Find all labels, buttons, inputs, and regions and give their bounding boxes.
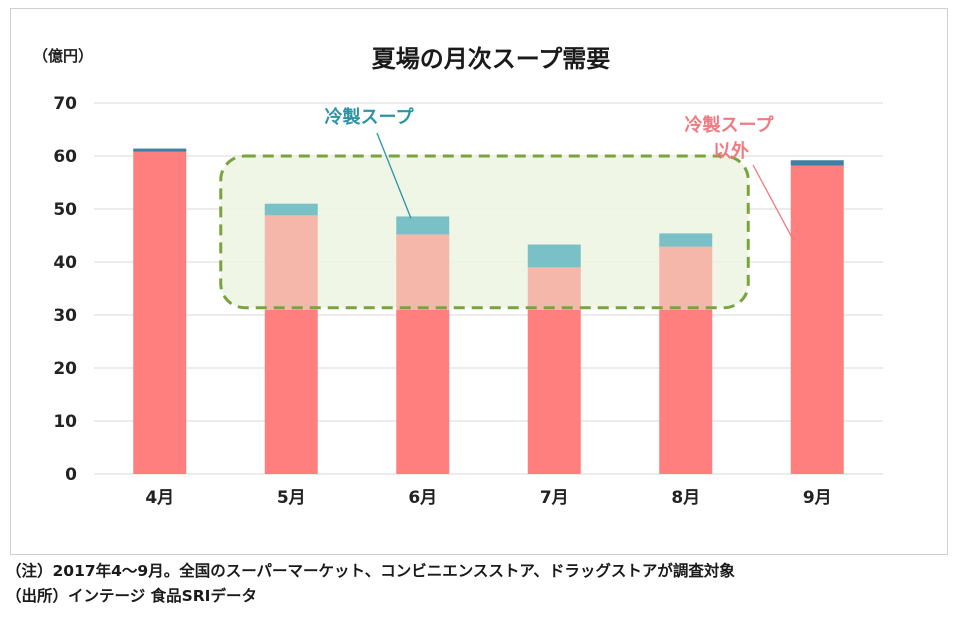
tick-layer: 0 10 20 30 40 50 60 70 4月 5月 6月 7月 8月 9月 [53, 94, 831, 508]
y-axis-unit: （億円） [33, 47, 93, 65]
bar-other [790, 165, 844, 475]
x-tick-label: 6月 [408, 488, 437, 508]
footnote-note: （注）2017年4～9月。全国のスーパーマーケット、コンビニエンスストア、ドラッ… [6, 562, 735, 580]
bar-cold [264, 203, 318, 216]
y-tick-label: 0 [65, 465, 77, 485]
x-tick-label: 9月 [803, 488, 832, 508]
highlight-border [219, 154, 750, 310]
bar-cold [659, 233, 713, 247]
chart-title: 夏場の月次スープ需要 [372, 45, 611, 73]
y-tick-label: 70 [53, 94, 77, 114]
x-tick-label: 8月 [671, 488, 700, 508]
annotation-cold-soup: 冷製スープ [325, 106, 415, 128]
y-tick-label: 40 [53, 253, 77, 273]
y-tick-label: 10 [53, 412, 77, 432]
x-tick-label: 4月 [145, 488, 174, 508]
annotation-other-line2: 以外 [713, 140, 749, 162]
x-tick-label: 7月 [540, 488, 569, 508]
leader-cold-soup [376, 132, 412, 219]
bar-cold [527, 244, 581, 268]
annotation-other-line1: 冷製スープ [685, 114, 775, 136]
y-tick-label: 50 [53, 200, 77, 220]
chart-frame: 0 10 20 30 40 50 60 70 4月 5月 6月 7月 8月 9月 冷製スープ 冷製スープ以外… [10, 8, 948, 555]
bar-other-highlight [264, 215, 318, 310]
bar-other [133, 151, 187, 474]
highlight-region [220, 156, 749, 308]
chart-svg: 0 10 20 30 40 50 60 70 4月 5月 6月 7月 8月 9月 冷製スープ 冷製スープ以外… [33, 45, 883, 508]
bar-other [659, 309, 713, 474]
bar-layer [133, 148, 844, 475]
bar-other-highlight [527, 267, 581, 310]
y-tick-label: 30 [53, 306, 77, 326]
leader-other [752, 164, 795, 242]
bar-cold [790, 160, 844, 166]
bar-other [264, 309, 318, 474]
y-tick-label: 60 [53, 147, 77, 167]
x-tick-label: 5月 [277, 488, 306, 508]
bar-cold [396, 216, 450, 235]
y-tick-label: 20 [53, 359, 77, 379]
bar-other [396, 309, 450, 474]
bar-cold [133, 148, 187, 152]
bar-other [527, 309, 581, 474]
footnote-source: （出所）インテージ 食品SRIデータ [6, 587, 257, 605]
bar-other-highlight [659, 246, 713, 310]
highlight-layer [220, 156, 749, 308]
bar-other-highlight [396, 234, 450, 310]
